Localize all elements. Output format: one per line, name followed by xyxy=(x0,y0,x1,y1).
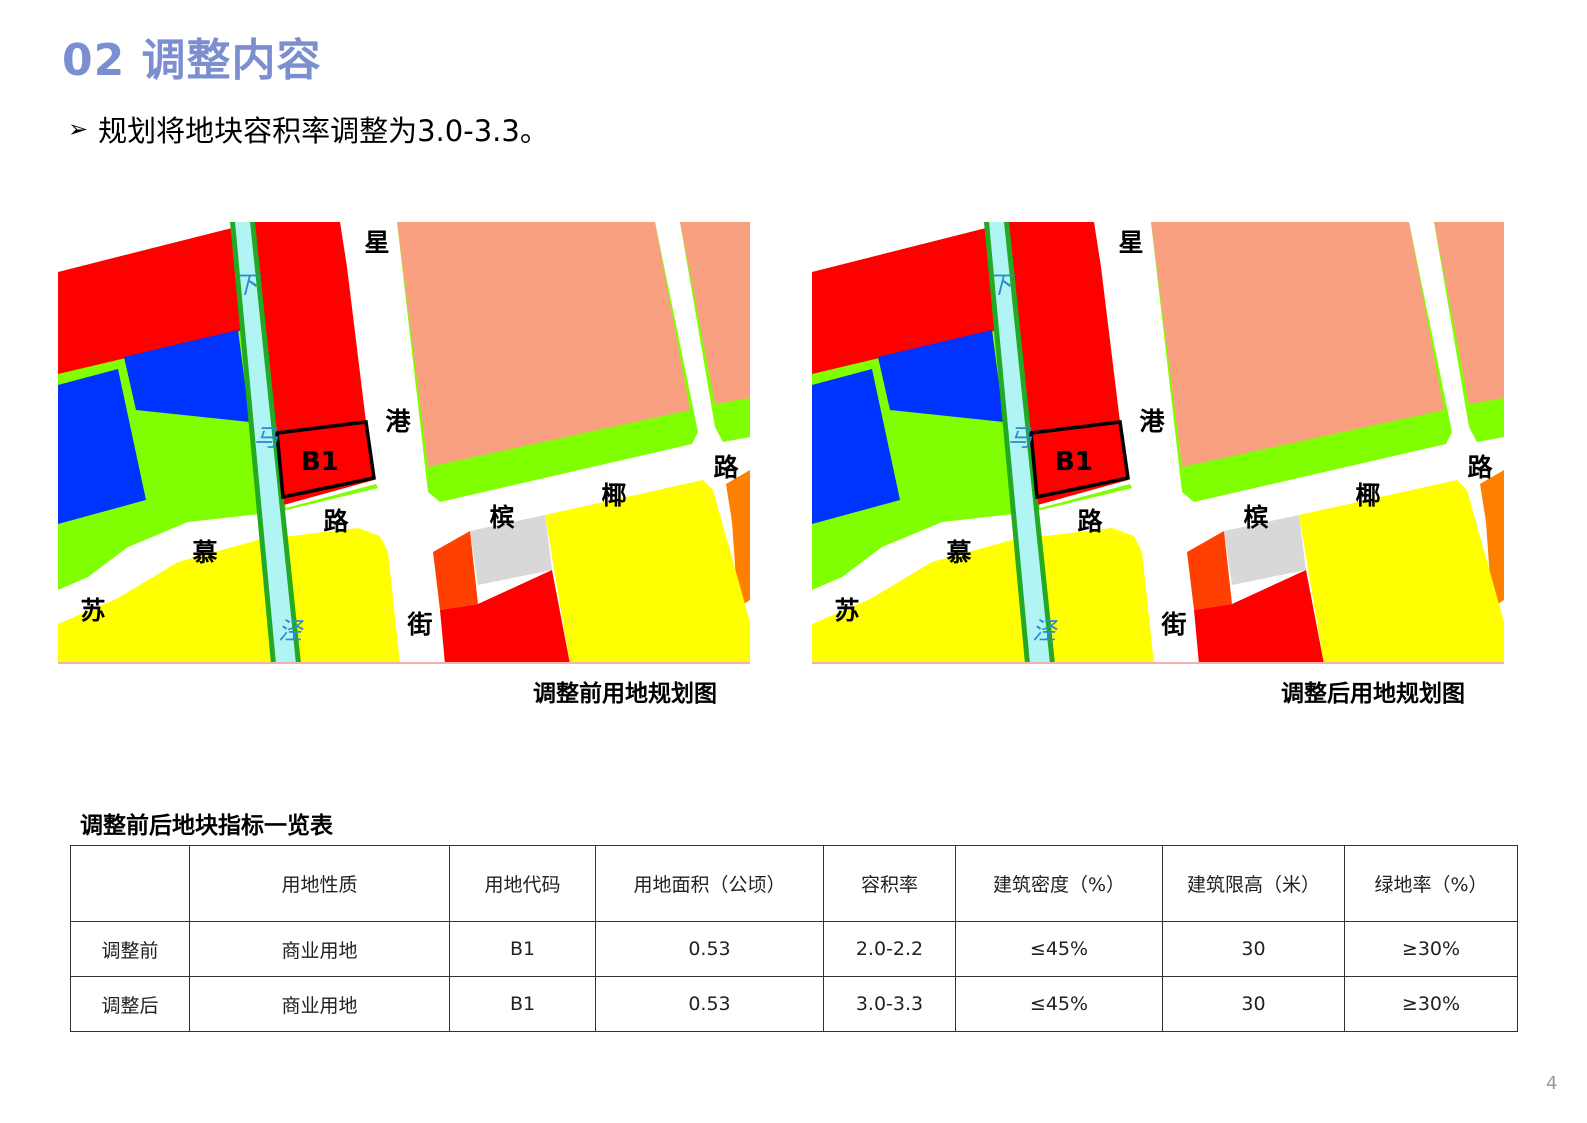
education-block xyxy=(124,330,250,422)
table-header-row: 用地性质 用地代码 用地面积（公顷） 容积率 建筑密度（%） 建筑限高（米） 绿地率（%） xyxy=(70,845,1518,922)
table-cell: 用地性质 xyxy=(189,845,450,922)
road-label: 街 xyxy=(406,610,432,639)
table-cell: 用地代码 xyxy=(449,845,596,922)
road-label: 苏 xyxy=(834,596,859,625)
orange-red-block xyxy=(1187,531,1232,610)
table-cell: B1 xyxy=(449,976,596,1032)
river-label: 下 xyxy=(988,271,1016,299)
river-label: 泾 xyxy=(278,617,304,645)
table-cell: 30 xyxy=(1162,921,1345,977)
road-label: 街 xyxy=(1160,610,1186,639)
table-cell: 绿地率（%） xyxy=(1344,845,1518,922)
education-block xyxy=(878,330,1004,422)
residential-block xyxy=(812,528,1154,664)
commercial-block xyxy=(1194,570,1324,664)
table-cell: 用地面积（公顷） xyxy=(595,845,824,922)
table-cell: 建筑限高（米） xyxy=(1162,845,1345,922)
table-cell: 商业用地 xyxy=(189,921,450,977)
road-label: 槟 xyxy=(489,503,514,532)
parcel-b1-outline[interactable] xyxy=(275,420,376,500)
road-label: 慕 xyxy=(192,538,217,567)
education-block xyxy=(812,369,900,524)
road-label: 椰 xyxy=(601,481,626,510)
commercial-block xyxy=(812,227,998,374)
table-cell: 调整前 xyxy=(70,921,190,977)
map-after-caption: 调整后用地规划图 xyxy=(1281,681,1465,707)
road-label: 路 xyxy=(713,453,739,482)
table-cell: 0.53 xyxy=(595,976,824,1032)
parcel-b1-label: B1 xyxy=(301,447,339,477)
table-cell: ≥30% xyxy=(1344,921,1518,977)
parcel-b1-label: B1 xyxy=(1055,447,1093,477)
residential-area xyxy=(680,222,750,404)
table-cell: 0.53 xyxy=(595,921,824,977)
road-label: 槟 xyxy=(1243,503,1268,532)
arrow-right-icon: ➢ xyxy=(68,115,89,143)
road-label: 路 xyxy=(1077,507,1103,536)
table-cell: 建筑密度（%） xyxy=(955,845,1163,922)
table-cell xyxy=(70,845,190,922)
table-cell: 30 xyxy=(1162,976,1345,1032)
road-label: 苏 xyxy=(80,596,105,625)
orange-block xyxy=(1480,470,1504,608)
river-label: 下 xyxy=(234,271,262,299)
table-cell: ≥30% xyxy=(1344,976,1518,1032)
table-cell: ≤45% xyxy=(955,921,1163,977)
table-cell: 调整后 xyxy=(70,976,190,1032)
river-label: 泾 xyxy=(1032,617,1058,645)
residential-block xyxy=(1299,480,1504,664)
table-cell: 商业用地 xyxy=(189,976,450,1032)
residential-area xyxy=(1151,222,1444,467)
parcel-b1-outline[interactable] xyxy=(1029,420,1130,500)
road-label: 星 xyxy=(364,228,389,257)
residential-area xyxy=(397,222,690,467)
river-label: 马 xyxy=(1008,424,1033,452)
table-cell: 容积率 xyxy=(823,845,956,922)
table-title: 调整前后地块指标一览表 xyxy=(80,813,333,839)
table-cell: B1 xyxy=(449,921,596,977)
road-label: 港 xyxy=(385,407,411,436)
river xyxy=(989,222,1050,664)
map-before: B1 星港路椰槟路慕苏街下马泾 xyxy=(58,222,750,664)
gray-block xyxy=(470,515,552,585)
road-label: 路 xyxy=(1467,453,1493,482)
map-after: B1 星港路椰槟路慕苏街下马泾 xyxy=(812,222,1504,664)
river-label: 马 xyxy=(254,424,279,452)
commercial-block xyxy=(58,227,244,374)
residential-area xyxy=(1434,222,1504,404)
table-cell: ≤45% xyxy=(955,976,1163,1032)
road-label: 椰 xyxy=(1355,481,1380,510)
map-before-caption: 调整前用地规划图 xyxy=(533,681,717,707)
table-cell: 3.0-3.3 xyxy=(823,976,956,1032)
road-label: 路 xyxy=(323,507,349,536)
page-title: 02 调整内容 xyxy=(62,35,322,86)
commercial-block xyxy=(440,570,570,664)
river xyxy=(235,222,296,664)
indicator-table: 用地性质 用地代码 用地面积（公顷） 容积率 建筑密度（%） 建筑限高（米） 绿地率（%）调… xyxy=(70,845,1518,1032)
table-cell: 2.0-2.2 xyxy=(823,921,956,977)
table-row: 调整后 商业用地 B1 0.53 3.0-3.3 ≤45% 30 ≥30% xyxy=(70,976,1518,1032)
table-row: 调整前 商业用地 B1 0.53 2.0-2.2 ≤45% 30 ≥30% xyxy=(70,921,1518,977)
page-number: 4 xyxy=(1546,1073,1558,1094)
road-label: 港 xyxy=(1139,407,1165,436)
residential-block xyxy=(58,528,400,664)
road-label: 慕 xyxy=(946,538,971,567)
orange-red-block xyxy=(433,531,478,610)
bullet-text: 规划将地块容积率调整为3.0-3.3。 xyxy=(98,114,549,148)
orange-block xyxy=(726,470,750,608)
residential-block xyxy=(545,480,750,664)
road-label: 星 xyxy=(1118,228,1143,257)
bullet-point: ➢ 规划将地块容积率调整为3.0-3.3。 xyxy=(68,108,549,150)
gray-block xyxy=(1224,515,1306,585)
education-block xyxy=(58,369,146,524)
